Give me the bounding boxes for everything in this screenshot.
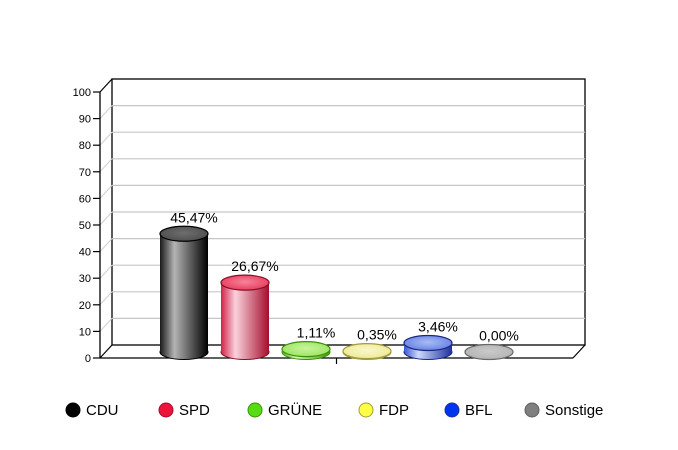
legend-label-sonstige: Sonstige (545, 402, 603, 419)
y-axis-tick-label-60: 60 (79, 193, 91, 205)
bar-top-cap-gr-ne (281, 341, 331, 358)
corner-diag-top-left (99, 78, 113, 93)
legend-dot-gr-ne (247, 402, 263, 418)
gridline-diag-40 (99, 238, 113, 252)
gridline-diag-70 (99, 158, 113, 173)
y-axis-tick-label-10: 10 (79, 326, 91, 338)
bar-top-cap-sonstige (464, 343, 514, 361)
bar-body-cdu (160, 233, 208, 352)
y-axis-tick-label-70: 70 (79, 167, 91, 179)
value-label-spd: 26,67% (231, 258, 278, 274)
corner-diag-bottom-right (572, 344, 586, 359)
bar-top-cap-spd (220, 274, 270, 291)
y-axis-tick-label-30: 30 (79, 273, 91, 285)
value-label-fdp: 0,35% (357, 327, 397, 343)
legend-item-cdu: CDU (65, 402, 119, 419)
legend-label-fdp: FDP (379, 402, 409, 419)
legend-dot-cdu (65, 402, 81, 418)
y-axis-tick-label-100: 100 (73, 87, 91, 99)
gridline-diag-10 (99, 318, 113, 332)
bar-body-spd (221, 282, 269, 352)
bar-top-cap-fdp (342, 342, 392, 360)
bar-bfl (403, 334, 453, 360)
gridline-diag-90 (99, 105, 113, 119)
y-axis-tick-label-80: 80 (79, 140, 91, 152)
legend: CDU SPD GRÜNE FDP BFL Sonstige (65, 401, 603, 419)
legend-dot-bfl (444, 402, 460, 418)
gridline-diag-20 (99, 291, 113, 306)
bar-cdu (159, 225, 209, 360)
value-label-cdu: 45,47% (170, 209, 217, 225)
y-axis-tick-label-90: 90 (79, 114, 91, 126)
legend-label-cdu: CDU (86, 402, 119, 419)
value-label-bfl: 3,46% (418, 319, 458, 335)
bar-fdp (342, 342, 392, 360)
legend-dot-fdp (358, 402, 374, 418)
gridline-diag-60 (99, 185, 113, 199)
legend-dot-sonstige (524, 402, 540, 418)
bar-spd (220, 274, 270, 360)
legend-label-spd: SPD (179, 402, 210, 419)
y-axis-tick-label-20: 20 (79, 300, 91, 312)
gridline-diag-30 (99, 264, 113, 279)
legend-label-bfl: BFL (465, 402, 493, 419)
legend-item-sonstige: Sonstige (524, 402, 603, 419)
legend-item-fdp: FDP (358, 402, 409, 419)
corner-diag-bottom-left (99, 344, 113, 359)
value-label-sonstige: 0,00% (479, 328, 519, 344)
bar-top-cap-cdu (159, 225, 209, 242)
bar-sonstige (464, 343, 514, 361)
gridline-diag-50 (99, 211, 113, 226)
legend-dot-spd (158, 402, 174, 418)
gridline-diag-80 (99, 131, 113, 146)
bar-gr-ne (281, 341, 331, 360)
legend-item-gr-ne: GRÜNE (247, 401, 322, 419)
y-axis-tick-label-0: 0 (85, 353, 91, 365)
legend-item-spd: SPD (158, 402, 210, 419)
legend-label-gr-ne: GRÜNE (268, 401, 322, 419)
bar-top-cap-bfl (403, 334, 453, 352)
value-label-gr-ne: 1,11% (297, 325, 336, 341)
y-axis-tick-label-40: 40 (79, 247, 91, 259)
y-axis-tick-label-50: 50 (79, 220, 91, 232)
legend-item-bfl: BFL (444, 402, 493, 419)
